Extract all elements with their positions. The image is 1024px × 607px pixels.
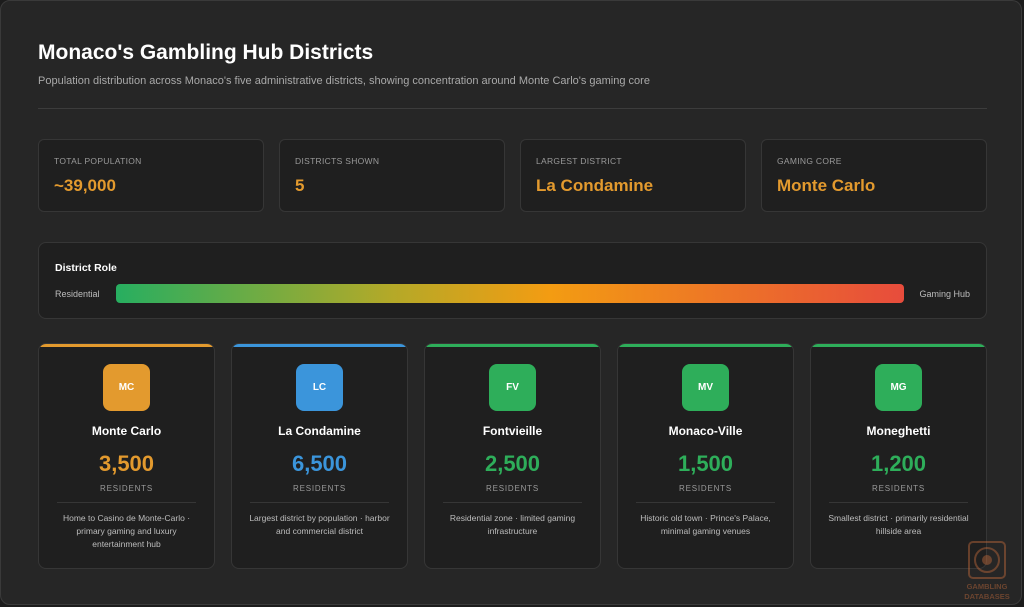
district-card-la-condamine[interactable]: LC La Condamine 6,500 RESIDENTS Largest … — [231, 343, 408, 569]
card-divider — [829, 502, 968, 503]
card-divider — [250, 502, 389, 503]
district-name: Moneghetti — [866, 424, 931, 438]
card-divider — [636, 502, 775, 503]
card-accent-bar — [39, 344, 214, 347]
stat-gaming-core: GAMING CORE Monte Carlo — [761, 139, 987, 212]
page-title: Monaco's Gambling Hub Districts — [38, 41, 374, 64]
card-accent-bar — [811, 344, 986, 347]
district-residents-count: 6,500 — [291, 451, 348, 476]
district-badge: MV — [682, 364, 729, 411]
stat-total-population: TOTAL POPULATION ~39,000 — [38, 139, 264, 212]
stat-districts-shown: DISTRICTS SHOWN 5 — [279, 139, 505, 212]
stat-value: 5 — [295, 176, 305, 195]
stat-label: TOTAL POPULATION — [54, 156, 142, 166]
district-description: Residential zone · limited gaming infras… — [449, 513, 576, 536]
stat-label: LARGEST DISTRICT — [536, 156, 622, 166]
role-right-label: Gaming Hub — [919, 289, 970, 299]
district-description: Home to Casino de Monte-Carlo · primary … — [62, 513, 191, 549]
header-divider — [38, 108, 987, 109]
district-name: La Condamine — [278, 424, 361, 438]
page-subtitle: Population distribution across Monaco's … — [38, 75, 650, 87]
district-name: Fontvieille — [482, 424, 543, 438]
district-residents-count: 2,500 — [484, 451, 541, 476]
stat-value: ~39,000 — [54, 176, 116, 195]
district-card-monte-carlo[interactable]: MC Monte Carlo 3,500 RESIDENTS Home to C… — [38, 343, 215, 569]
role-legend-title: District Role — [55, 262, 117, 274]
district-badge: LC — [296, 364, 343, 411]
role-gradient-bar — [116, 284, 904, 303]
district-name: Monte Carlo — [91, 424, 162, 438]
district-card-fontvieille[interactable]: FV Fontvieille 2,500 RESIDENTS Residenti… — [424, 343, 601, 569]
residents-label: RESIDENTS — [486, 484, 539, 493]
card-accent-bar — [618, 344, 793, 347]
district-badge: MC — [103, 364, 150, 411]
district-residents-count: 3,500 — [98, 451, 155, 476]
district-badge: FV — [489, 364, 536, 411]
residents-label: RESIDENTS — [872, 484, 925, 493]
district-role-legend: District Role Residential Gaming Hub — [38, 242, 987, 319]
district-badge: MG — [875, 364, 922, 411]
stat-value: La Condamine — [536, 176, 654, 195]
stat-label: DISTRICTS SHOWN — [295, 156, 380, 166]
district-description: Smallest district · primarily residentia… — [828, 513, 969, 536]
stat-largest-district: LARGEST DISTRICT La Condamine — [520, 139, 746, 212]
district-residents-count: 1,500 — [677, 451, 734, 476]
role-left-label: Residential — [55, 289, 100, 299]
residents-label: RESIDENTS — [100, 484, 153, 493]
card-accent-bar — [425, 344, 600, 347]
residents-label: RESIDENTS — [679, 484, 732, 493]
chip-icon — [968, 541, 1006, 579]
district-card-monaco-ville[interactable]: MV Monaco-Ville 1,500 RESIDENTS Historic… — [617, 343, 794, 569]
district-card-moneghetti[interactable]: MG Moneghetti 1,200 RESIDENTS Smallest d… — [810, 343, 987, 569]
district-name: Monaco-Ville — [668, 424, 743, 438]
card-accent-bar — [232, 344, 407, 347]
stat-label: GAMING CORE — [777, 156, 842, 166]
district-residents-count: 1,200 — [870, 451, 927, 476]
watermark-logo: GAMBLING DATABASES — [952, 540, 1022, 607]
card-divider — [443, 502, 582, 503]
district-description: Historic old town · Prince's Palace, min… — [640, 513, 771, 536]
watermark-text: GAMBLING DATABASES — [964, 582, 1010, 601]
card-divider — [57, 502, 196, 503]
district-description: Largest district by population · harbor … — [249, 513, 390, 536]
residents-label: RESIDENTS — [293, 484, 346, 493]
stat-value: Monte Carlo — [777, 176, 876, 195]
